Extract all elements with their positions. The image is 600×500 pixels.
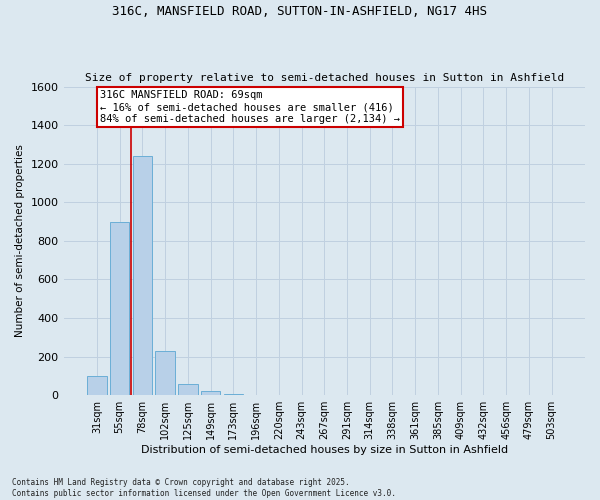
Bar [201,392,220,395]
Bar [87,376,107,395]
Bar [110,222,130,395]
Title: Size of property relative to semi-detached houses in Sutton in Ashfield: Size of property relative to semi-detach… [85,73,564,83]
Bar [178,384,197,395]
Text: 316C MANSFIELD ROAD: 69sqm
← 16% of semi-detached houses are smaller (416)
84% o: 316C MANSFIELD ROAD: 69sqm ← 16% of semi… [100,90,400,124]
Text: Contains HM Land Registry data © Crown copyright and database right 2025.
Contai: Contains HM Land Registry data © Crown c… [12,478,396,498]
X-axis label: Distribution of semi-detached houses by size in Sutton in Ashfield: Distribution of semi-detached houses by … [141,445,508,455]
Bar [224,394,243,395]
Text: 316C, MANSFIELD ROAD, SUTTON-IN-ASHFIELD, NG17 4HS: 316C, MANSFIELD ROAD, SUTTON-IN-ASHFIELD… [113,5,487,18]
Bar [155,351,175,395]
Y-axis label: Number of semi-detached properties: Number of semi-detached properties [15,144,25,338]
Bar [133,156,152,395]
